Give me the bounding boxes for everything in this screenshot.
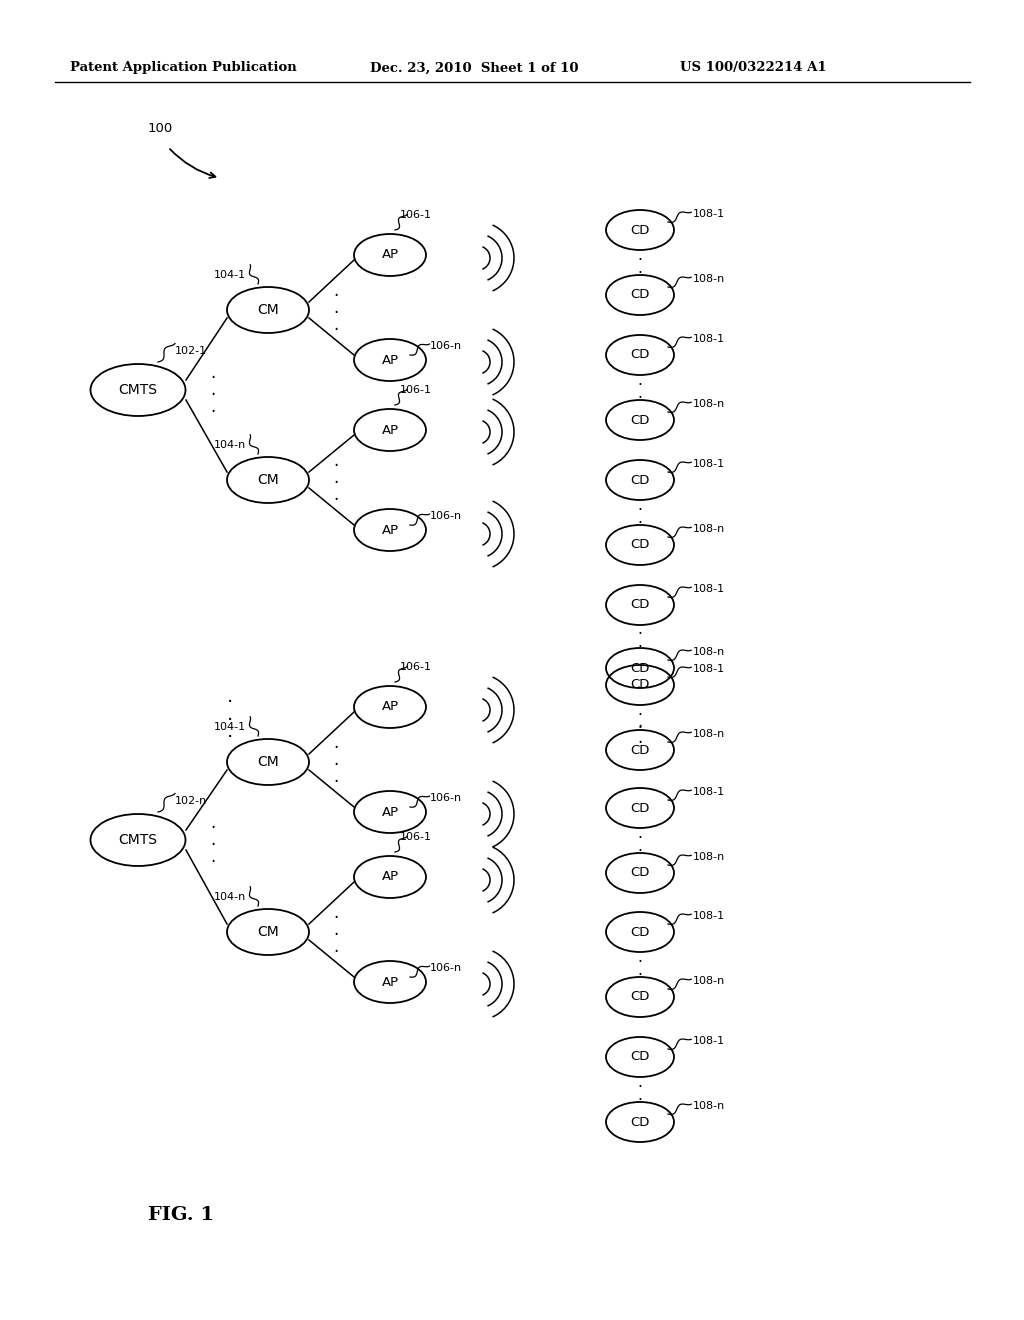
Text: CM: CM	[257, 755, 279, 770]
Text: CM: CM	[257, 473, 279, 487]
Text: AP: AP	[381, 975, 398, 989]
Text: 102-n: 102-n	[175, 796, 207, 807]
Text: CD: CD	[631, 743, 649, 756]
Text: AP: AP	[381, 424, 398, 437]
Text: ·
·
·: · · ·	[210, 820, 216, 871]
Text: Patent Application Publication: Patent Application Publication	[70, 62, 297, 74]
Text: ·
·: · ·	[638, 252, 642, 281]
Text: CD: CD	[631, 801, 649, 814]
Text: ·
·
·: · · ·	[334, 739, 339, 791]
Text: AP: AP	[381, 870, 398, 883]
Text: ·
·: · ·	[638, 378, 642, 407]
Text: 106-1: 106-1	[400, 385, 432, 395]
Text: ·
·: · ·	[638, 954, 642, 983]
Text: AP: AP	[381, 805, 398, 818]
Text: 108-1: 108-1	[693, 664, 725, 675]
Text: ·
·: · ·	[638, 503, 642, 532]
Text: CD: CD	[631, 289, 649, 301]
Text: CMTS: CMTS	[119, 833, 158, 847]
Text: CD: CD	[631, 223, 649, 236]
Text: CD: CD	[631, 348, 649, 362]
Text: 108-1: 108-1	[693, 911, 725, 921]
Text: 106-1: 106-1	[400, 210, 432, 220]
Text: AP: AP	[381, 354, 398, 367]
Text: CMTS: CMTS	[119, 383, 158, 397]
Text: 106-n: 106-n	[430, 341, 462, 351]
Text: 108-n: 108-n	[693, 975, 725, 986]
Text: 106-n: 106-n	[430, 793, 462, 803]
Text: ·
·: · ·	[637, 718, 643, 752]
Text: CD: CD	[631, 474, 649, 487]
Text: CM: CM	[257, 304, 279, 317]
Text: 108-1: 108-1	[693, 787, 725, 797]
Text: ·
·: · ·	[638, 830, 642, 859]
Text: 108-n: 108-n	[693, 647, 725, 657]
Text: US 100/0322214 A1: US 100/0322214 A1	[680, 62, 826, 74]
Text: ·
·: · ·	[638, 1080, 642, 1109]
Text: ·
·: · ·	[638, 708, 642, 737]
Text: CD: CD	[631, 539, 649, 552]
Text: 100: 100	[148, 121, 173, 135]
Text: 108-n: 108-n	[693, 851, 725, 862]
Text: 106-n: 106-n	[430, 964, 462, 973]
Text: CD: CD	[631, 661, 649, 675]
Text: ·
·: · ·	[638, 627, 642, 656]
Text: 106-1: 106-1	[400, 832, 432, 842]
Text: ·
·
·: · · ·	[334, 288, 339, 339]
Text: 108-1: 108-1	[693, 583, 725, 594]
Text: CD: CD	[631, 413, 649, 426]
Text: 108-n: 108-n	[693, 729, 725, 739]
Text: FIG. 1: FIG. 1	[148, 1206, 214, 1224]
Text: AP: AP	[381, 701, 398, 714]
Text: CD: CD	[631, 925, 649, 939]
Text: CD: CD	[631, 598, 649, 611]
Text: 108-1: 108-1	[693, 334, 725, 345]
Text: 104-1: 104-1	[214, 271, 246, 280]
Text: 108-1: 108-1	[693, 209, 725, 219]
Text: 104-n: 104-n	[214, 440, 246, 450]
Text: 108-1: 108-1	[693, 1036, 725, 1045]
Text: ·
·
·: · · ·	[227, 693, 233, 747]
Text: 106-1: 106-1	[400, 663, 432, 672]
Text: ·
·
·: · · ·	[210, 370, 216, 421]
Text: CD: CD	[631, 1051, 649, 1064]
Text: CM: CM	[257, 925, 279, 939]
Text: CD: CD	[631, 990, 649, 1003]
Text: 102-1: 102-1	[175, 346, 207, 356]
Text: AP: AP	[381, 524, 398, 536]
Text: 104-1: 104-1	[214, 722, 246, 733]
Text: Dec. 23, 2010  Sheet 1 of 10: Dec. 23, 2010 Sheet 1 of 10	[370, 62, 579, 74]
Text: 106-n: 106-n	[430, 511, 462, 521]
Text: ·
·
·: · · ·	[334, 909, 339, 961]
Text: 108-n: 108-n	[693, 524, 725, 535]
Text: CD: CD	[631, 678, 649, 692]
Text: 108-1: 108-1	[693, 459, 725, 469]
Text: CD: CD	[631, 1115, 649, 1129]
Text: CD: CD	[631, 866, 649, 879]
Text: 108-n: 108-n	[693, 275, 725, 284]
Text: 108-n: 108-n	[693, 1101, 725, 1111]
Text: 104-n: 104-n	[214, 892, 246, 902]
Text: 108-n: 108-n	[693, 399, 725, 409]
Text: AP: AP	[381, 248, 398, 261]
Text: ·
·
·: · · ·	[334, 458, 339, 508]
